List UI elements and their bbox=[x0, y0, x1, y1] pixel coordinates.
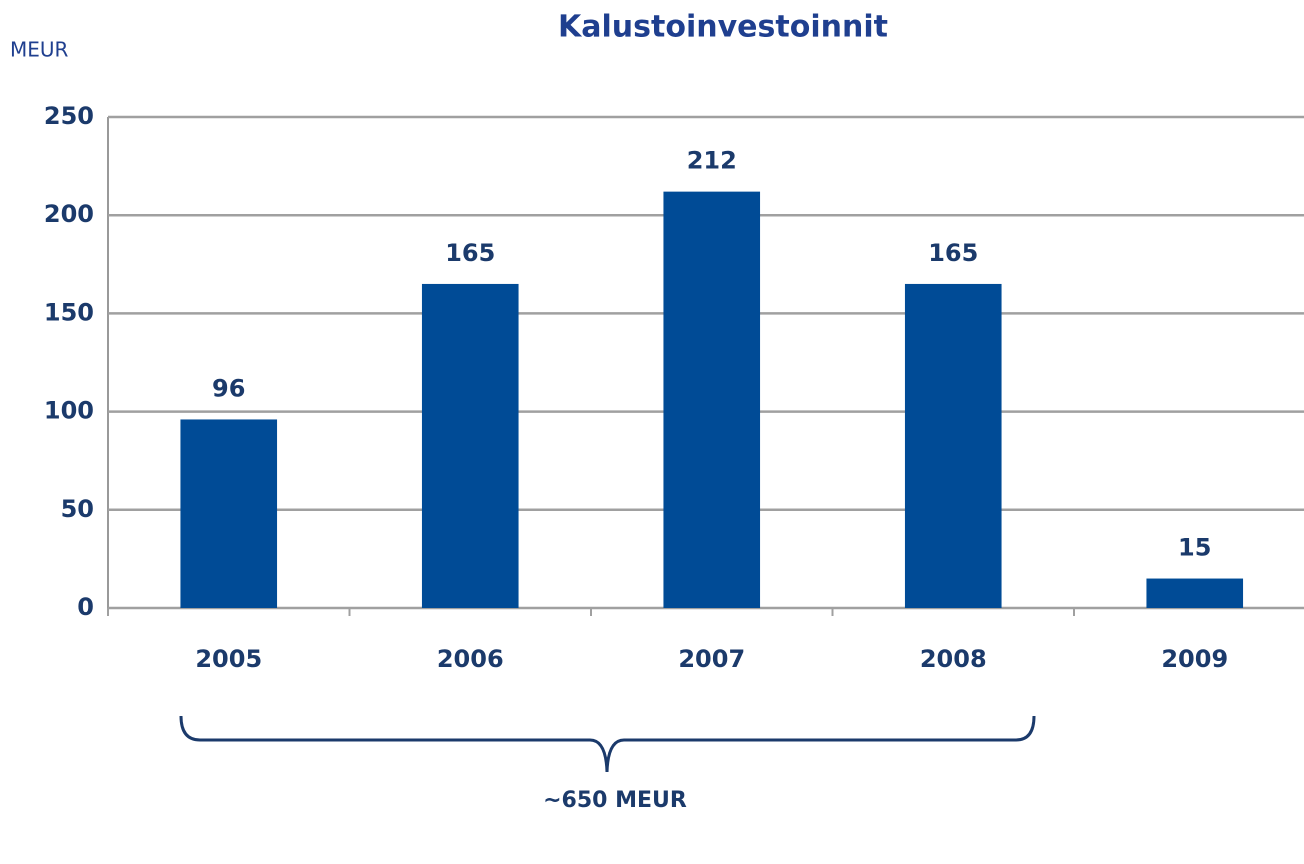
x-tick-label: 2007 bbox=[678, 645, 745, 673]
data-label: 165 bbox=[445, 239, 495, 267]
data-label: 96 bbox=[212, 374, 245, 402]
bar bbox=[1146, 578, 1244, 608]
y-axis-label: MEUR bbox=[10, 38, 69, 62]
x-tick-label: 2005 bbox=[195, 645, 262, 673]
y-tick-label: 100 bbox=[44, 397, 94, 425]
x-tick-label: 2009 bbox=[1161, 645, 1228, 673]
data-label: 212 bbox=[687, 147, 737, 175]
bar bbox=[904, 283, 1002, 608]
data-label: 15 bbox=[1178, 534, 1211, 562]
x-tick-label: 2008 bbox=[920, 645, 987, 673]
data-label: 165 bbox=[928, 239, 978, 267]
y-tick-label: 150 bbox=[44, 298, 94, 326]
bar bbox=[421, 283, 519, 608]
chart-title: Kalustoinvestoinnit bbox=[558, 10, 888, 45]
y-tick-label: 50 bbox=[61, 495, 94, 523]
x-tick-label: 2006 bbox=[437, 645, 504, 673]
y-tick-label: 0 bbox=[77, 593, 94, 621]
bar bbox=[663, 191, 761, 608]
bracket bbox=[179, 715, 1036, 773]
annotation: ~650 MEUR bbox=[543, 788, 687, 813]
y-tick-label: 250 bbox=[44, 102, 94, 130]
y-tick-label: 200 bbox=[44, 200, 94, 228]
bar bbox=[180, 419, 278, 608]
